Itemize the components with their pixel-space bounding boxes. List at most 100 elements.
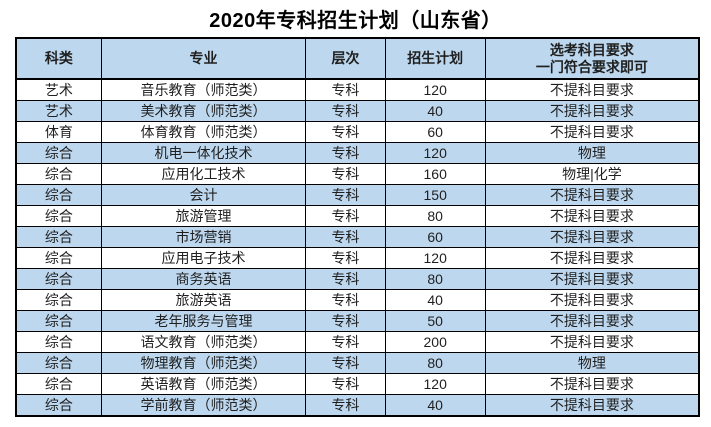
major-cell: 机电一体化技术 [100,142,307,164]
table-row: 综合 市场营销 专科 60 不提科目要求 [15,226,700,248]
major-cell: 商务英语 [100,268,307,290]
plan-cell: 120 [384,78,486,101]
category-cell: 综合 [15,142,102,164]
table-row: 体育 体育教育（师范类） 专科 60 不提科目要求 [15,121,700,143]
subject-req-cell: 不提科目要求 [484,394,700,417]
table-row: 综合 老年服务与管理 专科 50 不提科目要求 [15,310,700,332]
major-cell: 体育教育（师范类） [100,121,307,143]
header-category: 科类 [15,37,102,80]
category-cell: 综合 [15,289,102,311]
major-cell: 市场营销 [100,226,307,248]
plan-cell: 40 [384,100,486,122]
plan-cell: 120 [384,247,486,269]
table-row: 艺术 音乐教育（师范类） 专科 120 不提科目要求 [15,78,700,101]
level-cell: 专科 [305,247,386,269]
plan-cell: 80 [384,352,486,374]
level-cell: 专科 [305,289,386,311]
level-cell: 专科 [305,205,386,227]
subject-req-cell: 不提科目要求 [484,226,700,248]
table-row: 综合 物理教育（师范类） 专科 80 物理 [15,352,700,374]
subject-req-cell: 不提科目要求 [484,78,700,101]
plan-cell: 40 [384,394,486,417]
subject-req-cell: 不提科目要求 [484,289,700,311]
subject-req-cell: 不提科目要求 [484,247,700,269]
level-cell: 专科 [305,268,386,290]
table-row: 综合 旅游管理 专科 80 不提科目要求 [15,205,700,227]
major-cell: 美术教育（师范类） [100,100,307,122]
level-cell: 专科 [305,100,386,122]
category-cell: 综合 [15,163,102,185]
plan-cell: 200 [384,331,486,353]
enrollment-plan-table: 科类 专业 层次 招生计划 选考科目要求 一门符合要求即可 艺术 音乐教育（师范类… [15,37,700,417]
table-body: 艺术 音乐教育（师范类） 专科 120 不提科目要求 艺术 美术教育（师范类） 专科 40 不提科… [15,78,700,417]
major-cell: 老年服务与管理 [100,310,307,332]
category-cell: 艺术 [15,78,102,101]
table-row: 综合 应用电子技术 专科 120 不提科目要求 [15,247,700,269]
plan-cell: 50 [384,310,486,332]
level-cell: 专科 [305,310,386,332]
major-cell: 英语教育（师范类） [100,373,307,395]
major-cell: 物理教育（师范类） [100,352,307,374]
subject-req-cell: 不提科目要求 [484,331,700,353]
level-cell: 专科 [305,352,386,374]
major-cell: 学前教育（师范类） [100,394,307,417]
subject-req-cell: 物理 [484,352,700,374]
major-cell: 旅游管理 [100,205,307,227]
subject-req-cell: 不提科目要求 [484,100,700,122]
category-cell: 综合 [15,331,102,353]
level-cell: 专科 [305,331,386,353]
plan-cell: 160 [384,163,486,185]
major-cell: 音乐教育（师范类） [100,78,307,101]
major-cell: 会计 [100,184,307,206]
header-row: 科类 专业 层次 招生计划 选考科目要求 一门符合要求即可 [15,37,700,80]
level-cell: 专科 [305,142,386,164]
plan-cell: 150 [384,184,486,206]
major-cell: 应用化工技术 [100,163,307,185]
subject-req-cell: 物理 [484,142,700,164]
subject-req-cell: 不提科目要求 [484,184,700,206]
level-cell: 专科 [305,121,386,143]
category-cell: 综合 [15,394,102,417]
table-row: 综合 学前教育（师范类） 专科 40 不提科目要求 [15,394,700,417]
major-cell: 语文教育（师范类） [100,331,307,353]
level-cell: 专科 [305,163,386,185]
plan-cell: 40 [384,289,486,311]
category-cell: 综合 [15,247,102,269]
plan-cell: 120 [384,142,486,164]
level-cell: 专科 [305,184,386,206]
subject-req-cell: 不提科目要求 [484,121,700,143]
table-row: 综合 机电一体化技术 专科 120 物理 [15,142,700,164]
category-cell: 体育 [15,121,102,143]
category-cell: 综合 [15,184,102,206]
category-cell: 综合 [15,352,102,374]
major-cell: 应用电子技术 [100,247,307,269]
table-row: 综合 会计 专科 150 不提科目要求 [15,184,700,206]
category-cell: 综合 [15,226,102,248]
level-cell: 专科 [305,226,386,248]
table-row: 综合 旅游英语 专科 40 不提科目要求 [15,289,700,311]
level-cell: 专科 [305,373,386,395]
subject-req-cell: 不提科目要求 [484,205,700,227]
subject-req-cell: 不提科目要求 [484,310,700,332]
table-row: 综合 语文教育（师范类） 专科 200 不提科目要求 [15,331,700,353]
table-row: 综合 英语教育（师范类） 专科 120 不提科目要求 [15,373,700,395]
plan-cell: 120 [384,373,486,395]
level-cell: 专科 [305,394,386,417]
plan-cell: 60 [384,121,486,143]
table-row: 综合 商务英语 专科 80 不提科目要求 [15,268,700,290]
subject-req-cell: 不提科目要求 [484,373,700,395]
category-cell: 综合 [15,373,102,395]
table-header: 科类 专业 层次 招生计划 选考科目要求 一门符合要求即可 [15,37,700,80]
header-major: 专业 [100,37,307,80]
header-subject-requirement: 选考科目要求 一门符合要求即可 [484,37,700,80]
header-plan: 招生计划 [384,37,486,80]
category-cell: 艺术 [15,100,102,122]
plan-cell: 60 [384,226,486,248]
subject-req-cell: 物理|化学 [484,163,700,185]
plan-cell: 80 [384,268,486,290]
level-cell: 专科 [305,78,386,101]
plan-cell: 80 [384,205,486,227]
category-cell: 综合 [15,205,102,227]
category-cell: 综合 [15,310,102,332]
header-level: 层次 [305,37,386,80]
